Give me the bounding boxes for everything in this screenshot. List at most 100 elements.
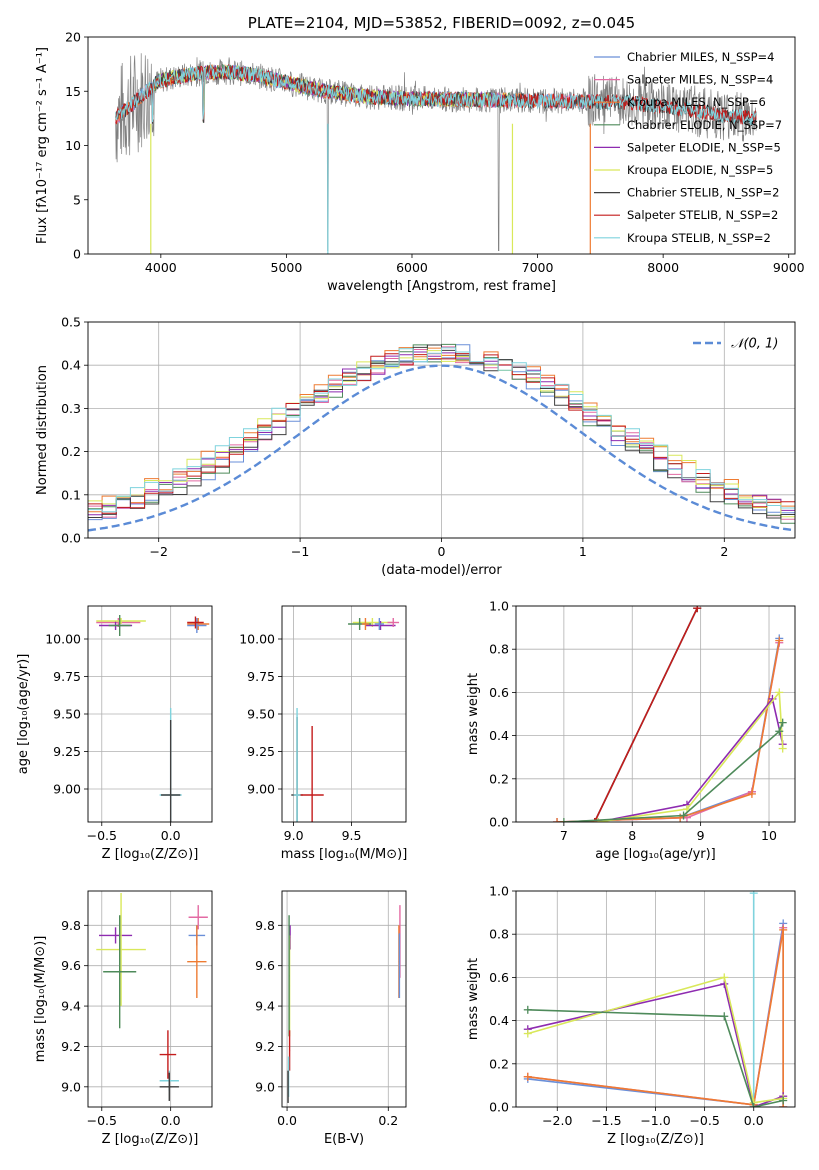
legend-entry: Chabrier ELODIE, N_SSP=7 bbox=[627, 118, 782, 132]
spectrum-legend: Chabrier MILES, N_SSP=4 Salpeter MILES, N… bbox=[594, 50, 782, 245]
age-vs-mass-points-group bbox=[291, 618, 400, 822]
y-tick-label: 0.2 bbox=[61, 444, 81, 459]
x-tick-label: 5000 bbox=[271, 260, 303, 275]
x-tick-label: 0.0 bbox=[161, 828, 181, 843]
x-axis-label: mass [log₁₀(M/M⊙)] bbox=[281, 847, 408, 862]
data-point bbox=[374, 618, 384, 630]
legend-entry: Chabrier MILES, N_SSP=4 bbox=[627, 50, 774, 64]
massweight-vs-Z-series-group bbox=[523, 891, 788, 1107]
y-tick-label: 20 bbox=[65, 30, 81, 45]
y-axis-label: Normed distribution bbox=[35, 365, 50, 495]
plus-marker bbox=[749, 1103, 758, 1107]
y-tick-label: 0.4 bbox=[61, 358, 81, 373]
age-vs-Z-axes: −0.5 0.0 9.00 9.25 9.50 9.75 10.00 Z [log₁₀(Z/Z… bbox=[16, 606, 212, 862]
plus-marker bbox=[778, 718, 787, 727]
y-tick-label: 9.8 bbox=[255, 918, 275, 933]
x-tick-label: 10 bbox=[761, 828, 777, 843]
data-point bbox=[288, 915, 290, 1037]
plus-marker bbox=[778, 744, 787, 753]
y-tick-label: 0.0 bbox=[489, 815, 509, 830]
x-tick-label: −2.0 bbox=[542, 1113, 572, 1128]
y-axis-label: mass weight bbox=[466, 673, 481, 755]
y-tick-label: 0.1 bbox=[61, 487, 81, 502]
massweight-vs-age-axes: 7 8 9 10 0.0 0.2 0.4 0.6 0.8 1.0 age [log₁₀(age/yr… bbox=[466, 599, 795, 862]
data-point bbox=[96, 618, 146, 624]
data-point bbox=[387, 618, 400, 627]
legend-entry: Kroupa MILES, N_SSP=6 bbox=[627, 95, 766, 109]
plus-marker bbox=[775, 636, 784, 645]
x-tick-label: 1 bbox=[579, 544, 587, 559]
residual-histogram-step bbox=[88, 347, 795, 513]
y-tick-label: 15 bbox=[65, 84, 81, 99]
x-tick-label: 7000 bbox=[522, 260, 554, 275]
data-point bbox=[300, 726, 324, 822]
plus-marker bbox=[720, 973, 729, 982]
y-tick-label: 0.6 bbox=[489, 685, 509, 700]
mass-weight-line bbox=[597, 690, 784, 822]
plus-marker bbox=[749, 891, 758, 898]
y-tick-label: 0.0 bbox=[489, 1100, 509, 1115]
mass-vs-Z-points-group bbox=[96, 893, 208, 1101]
data-point bbox=[103, 915, 137, 1029]
age-vs-Z-points-group bbox=[96, 615, 210, 822]
x-tick-label: 4000 bbox=[145, 260, 177, 275]
mass-weight-line bbox=[563, 722, 784, 822]
y-tick-label: 0.3 bbox=[61, 401, 81, 416]
y-tick-label: 9.2 bbox=[255, 1039, 275, 1054]
x-tick-label: −0.5 bbox=[689, 1113, 719, 1128]
x-tick-label: 0.0 bbox=[161, 1113, 181, 1128]
x-tick-label: 0.2 bbox=[378, 1113, 398, 1128]
data-point bbox=[187, 925, 207, 998]
y-tick-label: 9.4 bbox=[61, 999, 81, 1014]
x-tick-label: 8 bbox=[628, 828, 636, 843]
data-point bbox=[365, 621, 396, 630]
y-tick-label: 0 bbox=[73, 247, 81, 262]
residuals-frame bbox=[87, 321, 796, 539]
x-axis-label: Z [log₁₀(Z/Z⊙)] bbox=[607, 1132, 704, 1147]
plus-marker bbox=[779, 1096, 788, 1105]
y-tick-label: 0.4 bbox=[489, 1013, 509, 1028]
plus-marker bbox=[594, 818, 603, 822]
data-point bbox=[159, 1072, 179, 1101]
y-tick-label: 9.50 bbox=[53, 707, 81, 722]
legend-entry: Chabrier STELIB, N_SSP=2 bbox=[627, 186, 779, 200]
plus-marker bbox=[779, 925, 788, 934]
mass-weight-line bbox=[527, 929, 784, 1107]
legend-entry: Salpeter STELIB, N_SSP=2 bbox=[627, 208, 778, 222]
x-tick-label: 8000 bbox=[647, 260, 679, 275]
y-tick-label: 9.8 bbox=[61, 918, 81, 933]
y-tick-label: 0.6 bbox=[489, 970, 509, 985]
y-tick-label: 9.75 bbox=[247, 669, 275, 684]
data-point bbox=[188, 905, 208, 930]
x-axis-label: Z [log₁₀(Z/Z⊙)] bbox=[102, 847, 199, 862]
data-point bbox=[398, 933, 401, 998]
plus-marker bbox=[553, 818, 562, 822]
y-tick-label: 9.4 bbox=[255, 999, 275, 1014]
plus-marker bbox=[747, 789, 756, 798]
y-axis-label: age [log₁₀(age/yr)] bbox=[16, 654, 31, 775]
spectrum-frame bbox=[87, 36, 796, 255]
plus-marker bbox=[693, 606, 702, 613]
massweight-vs-Z-axes: −2.0 −1.5 −1.0 −0.5 0.0 0.0 0.2 0.4 0.6 0.8 1.0 Z [… bbox=[466, 884, 795, 1147]
legend-entry: Kroupa STELIB, N_SSP=2 bbox=[627, 231, 771, 245]
x-tick-label: −2 bbox=[149, 544, 167, 559]
x-axis-label: age [log₁₀(age/yr)] bbox=[595, 847, 716, 862]
massweight-vs-age-series-group bbox=[553, 606, 787, 822]
x-tick-label: 7 bbox=[560, 828, 568, 843]
plus-marker bbox=[523, 1072, 532, 1081]
y-tick-label: 9.0 bbox=[61, 1079, 81, 1094]
y-axis-label: Flux [fλ10⁻¹⁷ erg cm⁻² s⁻¹ A⁻¹] bbox=[35, 47, 50, 244]
x-tick-label: 0.0 bbox=[744, 1113, 764, 1128]
y-tick-label: 9.50 bbox=[247, 707, 275, 722]
mass-vs-ebv-points-group bbox=[287, 905, 401, 1103]
x-tick-label: 9.0 bbox=[284, 828, 304, 843]
chart-title: PLATE=2104, MJD=53852, FIBERID=0092, z=0… bbox=[248, 14, 635, 32]
y-tick-label: 9.6 bbox=[255, 958, 275, 973]
y-tick-label: 9.25 bbox=[247, 744, 275, 759]
mass-vs-Z-frame bbox=[87, 890, 213, 1108]
x-tick-label: −1 bbox=[291, 544, 309, 559]
x-tick-label: 9000 bbox=[773, 260, 805, 275]
y-tick-label: 9.25 bbox=[53, 744, 81, 759]
y-tick-label: 0.5 bbox=[61, 315, 81, 330]
